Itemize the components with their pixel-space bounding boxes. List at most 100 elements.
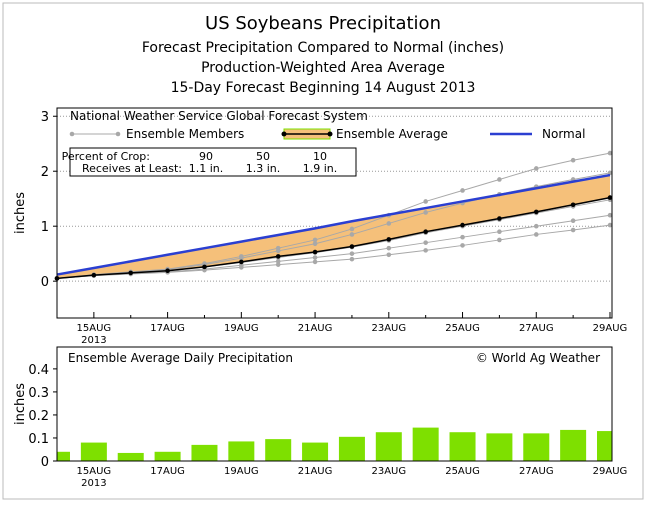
average-line-point xyxy=(533,209,539,215)
legend-label: Ensemble Average xyxy=(336,127,448,141)
title: US Soybeans Precipitation xyxy=(205,13,441,34)
y-tick-label: 2 xyxy=(41,165,49,180)
member-line-point xyxy=(312,237,318,243)
bar xyxy=(228,441,255,461)
x-tick-label: 25AUG xyxy=(445,323,480,334)
average-line-point xyxy=(275,254,281,259)
table-cell: 1.3 in. xyxy=(246,162,281,175)
member-line-point xyxy=(533,223,539,229)
member-line-point xyxy=(349,256,355,262)
legend-member-dot xyxy=(69,131,75,137)
average-line-point xyxy=(312,249,318,255)
x-tick-label: 15AUG xyxy=(77,323,112,334)
y-tick-label: 0.4 xyxy=(28,363,49,378)
member-line-point xyxy=(460,243,465,248)
x-tick-label: 23AUG xyxy=(371,466,406,477)
x-tick-label: 27AUG xyxy=(519,466,554,477)
y-axis-label: inches xyxy=(13,383,28,425)
member-line-point xyxy=(239,255,244,261)
member-line-point xyxy=(349,226,355,232)
legend-label: Ensemble Members xyxy=(126,127,244,141)
bar xyxy=(449,432,476,461)
member-line-point xyxy=(349,251,355,256)
member-line-point xyxy=(349,232,355,237)
table-cell: Percent of Crop: xyxy=(62,150,150,163)
y-tick-label: 0.1 xyxy=(28,432,49,447)
plot-frame xyxy=(56,107,613,319)
x-tick-label: 19AUG xyxy=(224,323,259,334)
legend-average-dot xyxy=(327,131,333,137)
crop-table xyxy=(69,147,357,177)
average-line-point xyxy=(349,244,355,249)
x-tick-label: 23AUG xyxy=(371,323,406,334)
y-tick-label: 0.3 xyxy=(28,386,49,401)
member-line-point xyxy=(312,255,318,260)
bar xyxy=(597,431,612,461)
average-line-point xyxy=(202,264,207,270)
x-tick-label: 19AUG xyxy=(224,466,259,477)
x-tick-label: 27AUG xyxy=(519,323,554,334)
credit: © World Ag Weather xyxy=(476,351,600,365)
average-line-point xyxy=(128,270,134,276)
member-line-point xyxy=(497,237,502,243)
table-cell: Receives at Least: xyxy=(82,162,182,175)
bar xyxy=(523,433,550,461)
member-line-point xyxy=(312,259,318,265)
y-axis-label: inches xyxy=(13,192,28,234)
bar xyxy=(191,444,218,461)
member-line-point xyxy=(607,222,613,228)
member-line-point xyxy=(386,245,392,251)
bar xyxy=(412,427,439,461)
x-sublabel: 2013 xyxy=(81,335,106,346)
table-cell: 1.9 in. xyxy=(303,162,338,175)
member-line-point xyxy=(497,229,502,234)
member-line-point xyxy=(239,265,244,270)
member-line-point xyxy=(607,150,613,156)
x-tick-label: 15AUG xyxy=(77,466,112,477)
bar xyxy=(265,439,292,461)
plot-frame xyxy=(56,346,613,462)
x-tick-label: 17AUG xyxy=(150,466,185,477)
average-line-point xyxy=(239,259,244,265)
member-line-point xyxy=(570,227,576,233)
member-line xyxy=(56,152,611,279)
average-line-point xyxy=(423,229,428,234)
bar xyxy=(375,432,402,461)
member-line-point xyxy=(386,221,392,226)
average-line-point xyxy=(386,237,392,242)
bar xyxy=(302,442,329,461)
member-line xyxy=(56,224,611,279)
member-line-point xyxy=(423,199,428,204)
table-cell: 90 xyxy=(199,150,213,163)
y-tick-label: 0 xyxy=(41,455,49,470)
member-line-point xyxy=(460,188,465,193)
x-tick-label: 21AUG xyxy=(298,466,333,477)
table-cell: 10 xyxy=(313,150,327,163)
member-line-point xyxy=(275,262,281,267)
table-cell: 1.1 in. xyxy=(189,162,224,175)
member-line-point xyxy=(570,218,576,223)
member-line-point xyxy=(533,232,539,237)
y-tick-label: 0 xyxy=(41,275,49,290)
average-line xyxy=(56,196,611,280)
member-line-point xyxy=(533,166,539,171)
bar xyxy=(154,451,181,461)
subtitle: Production-Weighted Area Average xyxy=(201,60,445,76)
bar xyxy=(57,451,70,461)
y-tick-label: 3 xyxy=(41,110,49,125)
member-line xyxy=(56,214,611,279)
table-cell: 50 xyxy=(256,150,270,163)
x-sublabel: 2013 xyxy=(81,478,106,489)
average-line-point xyxy=(460,222,465,228)
average-line-point xyxy=(570,202,576,208)
y-tick-label: 0.2 xyxy=(28,409,49,424)
average-line-point xyxy=(165,268,170,274)
member-line-point xyxy=(386,252,392,258)
bar xyxy=(486,433,513,461)
bar xyxy=(117,452,144,461)
member-line-point xyxy=(497,177,502,182)
x-tick-label: 29AUG xyxy=(593,323,628,334)
bar xyxy=(560,429,587,461)
member-line-point xyxy=(275,248,281,254)
